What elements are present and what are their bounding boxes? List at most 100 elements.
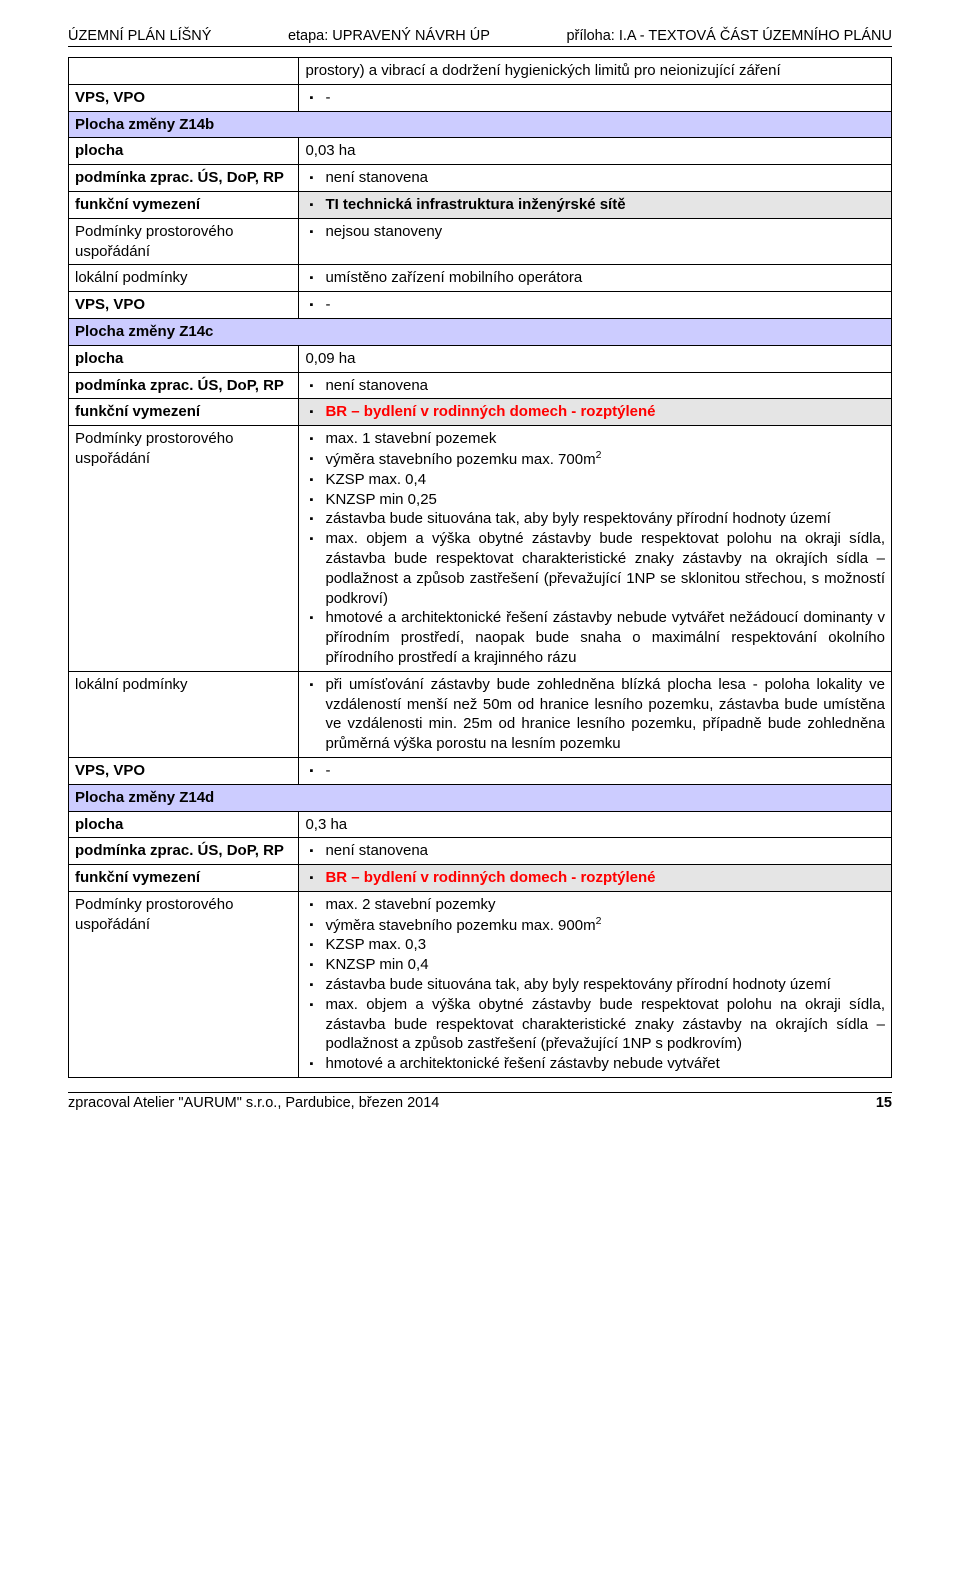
label-cell: lokální podmínky xyxy=(69,671,299,757)
cell-list: max. 2 stavební pozemkyvýměra stavebního… xyxy=(305,895,885,1074)
table-row: Podmínky prostorového uspořádání nejsou s… xyxy=(69,218,892,265)
cell-list-item: hmotové a architektonické řešení zástavb… xyxy=(305,1054,885,1074)
table-row: Podmínky prostorového uspořádánímax. 2 s… xyxy=(69,891,892,1077)
section-header-cell: Plocha změny Z14b xyxy=(69,111,892,138)
value-cell: není stanovena xyxy=(299,165,892,192)
table-row: podmínka zprac. ÚS, DoP, RP není stanoven… xyxy=(69,838,892,865)
cell-list: TI technická infrastruktura inženýrské s… xyxy=(305,195,885,215)
table-row: VPS, VPO- xyxy=(69,292,892,319)
page-footer: zpracoval Atelier "AURUM" s.r.o., Pardub… xyxy=(68,1095,892,1111)
cell-list-item: není stanovena xyxy=(305,376,885,396)
cell-list-item: TI technická infrastruktura inženýrské s… xyxy=(305,195,885,215)
label-cell: podmínka zprac. ÚS, DoP, RP xyxy=(69,372,299,399)
table-row: Plocha změny Z14d xyxy=(69,784,892,811)
cell-list-item: KZSP max. 0,4 xyxy=(305,470,885,490)
cell-list-item: zástavba bude situována tak, aby byly re… xyxy=(305,975,885,995)
header-right: příloha: I.A - TEXTOVÁ ČÁST ÚZEMNÍHO PLÁ… xyxy=(566,28,892,44)
label-cell: VPS, VPO xyxy=(69,292,299,319)
value-cell: 0,09 ha xyxy=(299,345,892,372)
cell-list-item: výměra stavebního pozemku max. 900m2 xyxy=(305,915,885,936)
cell-list-item: není stanovena xyxy=(305,168,885,188)
table-row: funkční vymezení BR – bydlení v rodinných… xyxy=(69,399,892,426)
cell-list-item: zástavba bude situována tak, aby byly re… xyxy=(305,509,885,529)
section-header-cell: Plocha změny Z14d xyxy=(69,784,892,811)
cell-list-item: - xyxy=(305,761,885,781)
cell-list: není stanovena xyxy=(305,841,885,861)
label-cell: Podmínky prostorového uspořádání xyxy=(69,218,299,265)
cell-list-item: hmotové a architektonické řešení zástavb… xyxy=(305,608,885,667)
label-cell: lokální podmínky xyxy=(69,265,299,292)
header-center: etapa: UPRAVENÝ NÁVRH ÚP xyxy=(288,28,490,44)
value-cell: prostory) a vibrací a dodržení hygienick… xyxy=(299,58,892,85)
footer-page-number: 15 xyxy=(876,1095,892,1111)
table-row: funkční vymezení TI technická infrastrukt… xyxy=(69,191,892,218)
header-rule xyxy=(68,46,892,47)
cell-list: - xyxy=(305,295,885,315)
value-cell: - xyxy=(299,292,892,319)
label-cell: funkční vymezení xyxy=(69,399,299,426)
label-cell: plocha xyxy=(69,811,299,838)
footer-left: zpracoval Atelier "AURUM" s.r.o., Pardub… xyxy=(68,1095,439,1111)
cell-list-item: umístěno zařízení mobilního operátora xyxy=(305,268,885,288)
cell-list-item: prostory) a vibrací a dodržení hygienick… xyxy=(305,61,885,81)
table-row: prostory) a vibrací a dodržení hygienick… xyxy=(69,58,892,85)
cell-list: max. 1 stavební pozemekvýměra stavebního… xyxy=(305,429,885,668)
cell-list: nejsou stanoveny xyxy=(305,222,885,242)
cell-list-item: max. 1 stavební pozemek xyxy=(305,429,885,449)
label-cell: podmínka zprac. ÚS, DoP, RP xyxy=(69,165,299,192)
cell-list: BR – bydlení v rodinných domech - rozptý… xyxy=(305,402,885,422)
cell-list-item: při umísťování zástavby bude zohledněna … xyxy=(305,675,885,754)
cell-list-item: KNZSP min 0,4 xyxy=(305,955,885,975)
value-cell: max. 2 stavební pozemkyvýměra stavebního… xyxy=(299,891,892,1077)
value-cell: umístěno zařízení mobilního operátora xyxy=(299,265,892,292)
table-row: plocha0,09 ha xyxy=(69,345,892,372)
cell-list-item: výměra stavebního pozemku max. 700m2 xyxy=(305,449,885,470)
table-row: podmínka zprac. ÚS, DoP, RP není stanoven… xyxy=(69,165,892,192)
label-cell: funkční vymezení xyxy=(69,191,299,218)
table-row: VPS, VPO- xyxy=(69,757,892,784)
value-cell: - xyxy=(299,84,892,111)
table-row: podmínka zprac. ÚS, DoP, RP není stanoven… xyxy=(69,372,892,399)
label-cell: VPS, VPO xyxy=(69,757,299,784)
table-row: funkční vymezení BR – bydlení v rodinných… xyxy=(69,865,892,892)
cell-list-item: BR – bydlení v rodinných domech - rozptý… xyxy=(305,402,885,422)
value-cell: TI technická infrastruktura inženýrské s… xyxy=(299,191,892,218)
value-cell: není stanovena xyxy=(299,372,892,399)
value-cell: BR – bydlení v rodinných domech - rozptý… xyxy=(299,865,892,892)
cell-list-item: BR – bydlení v rodinných domech - rozptý… xyxy=(305,868,885,888)
cell-list: umístěno zařízení mobilního operátora xyxy=(305,268,885,288)
cell-list-item: - xyxy=(305,295,885,315)
value-cell: max. 1 stavební pozemekvýměra stavebního… xyxy=(299,426,892,672)
label-cell: podmínka zprac. ÚS, DoP, RP xyxy=(69,838,299,865)
value-cell: není stanovena xyxy=(299,838,892,865)
label-cell: funkční vymezení xyxy=(69,865,299,892)
cell-list-item: KZSP max. 0,3 xyxy=(305,935,885,955)
cell-list-item: max. 2 stavební pozemky xyxy=(305,895,885,915)
table-row: lokální podmínky umístěno zařízení mobiln… xyxy=(69,265,892,292)
cell-list-item: nejsou stanoveny xyxy=(305,222,885,242)
cell-list-item: max. objem a výška obytné zástavby bude … xyxy=(305,995,885,1054)
table-row: plocha0,03 ha xyxy=(69,138,892,165)
value-cell: při umísťování zástavby bude zohledněna … xyxy=(299,671,892,757)
cell-list: prostory) a vibrací a dodržení hygienick… xyxy=(305,61,885,81)
label-cell: VPS, VPO xyxy=(69,84,299,111)
table-row: plocha0,3 ha xyxy=(69,811,892,838)
cell-list: BR – bydlení v rodinných domech - rozptý… xyxy=(305,868,885,888)
cell-list: - xyxy=(305,761,885,781)
cell-list-item: není stanovena xyxy=(305,841,885,861)
cell-list-item: KNZSP min 0,25 xyxy=(305,490,885,510)
cell-list: není stanovena xyxy=(305,168,885,188)
page-header: ÚZEMNÍ PLÁN LÍŠNÝ etapa: UPRAVENÝ NÁVRH … xyxy=(68,28,892,44)
footer-rule xyxy=(68,1092,892,1093)
value-cell: 0,03 ha xyxy=(299,138,892,165)
table-row: VPS, VPO- xyxy=(69,84,892,111)
label-cell xyxy=(69,58,299,85)
cell-list: - xyxy=(305,88,885,108)
label-cell: plocha xyxy=(69,345,299,372)
value-cell: nejsou stanoveny xyxy=(299,218,892,265)
cell-list-item: max. objem a výška obytné zástavby bude … xyxy=(305,529,885,608)
section-header-cell: Plocha změny Z14c xyxy=(69,318,892,345)
value-cell: 0,3 ha xyxy=(299,811,892,838)
cell-list-item: - xyxy=(305,88,885,108)
table-row: lokální podmínkypři umísťování zástavby … xyxy=(69,671,892,757)
